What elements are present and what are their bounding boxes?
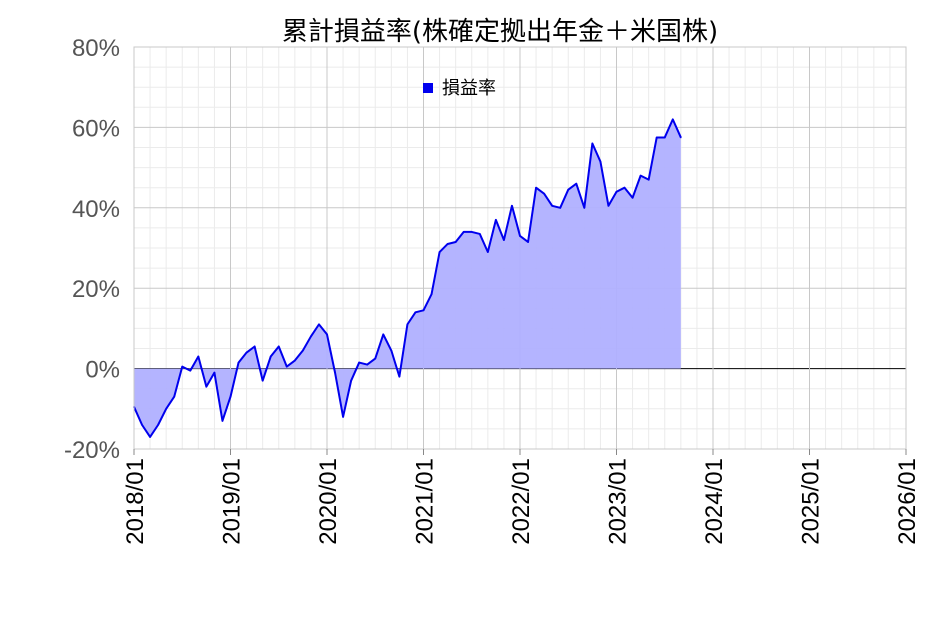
data-point bbox=[181, 365, 184, 368]
data-point bbox=[454, 241, 457, 243]
data-point bbox=[294, 359, 296, 362]
legend: 損益率 bbox=[423, 78, 496, 99]
legend-label: 損益率 bbox=[442, 78, 496, 99]
data-point bbox=[575, 182, 578, 185]
data-point bbox=[350, 379, 352, 382]
data-point bbox=[535, 186, 537, 189]
data-point bbox=[366, 363, 369, 366]
x-tick-label: 2026/01 bbox=[894, 458, 921, 545]
data-point bbox=[213, 371, 216, 374]
data-point bbox=[277, 345, 280, 348]
data-point bbox=[261, 379, 264, 382]
y-tick-label: 20% bbox=[72, 276, 120, 303]
data-point bbox=[422, 309, 425, 312]
y-tick-label: 0% bbox=[85, 357, 120, 384]
data-point bbox=[680, 136, 682, 139]
data-point bbox=[446, 243, 449, 245]
y-tick-label: 80% bbox=[72, 35, 120, 62]
data-point bbox=[639, 174, 642, 177]
data-point bbox=[149, 436, 151, 438]
data-point bbox=[358, 361, 360, 364]
x-tick-label: 2021/01 bbox=[412, 458, 439, 545]
data-point bbox=[511, 204, 513, 207]
data-point bbox=[559, 207, 562, 209]
data-point bbox=[141, 424, 143, 426]
data-point bbox=[615, 190, 618, 193]
data-point bbox=[253, 345, 256, 348]
data-point bbox=[583, 207, 586, 209]
data-point bbox=[663, 136, 666, 139]
data-point bbox=[438, 251, 441, 253]
data-point bbox=[334, 371, 336, 374]
chart-title: 累計損益率(株確定拠出年金＋米国株) bbox=[282, 17, 718, 47]
x-tick-label: 2024/01 bbox=[701, 458, 728, 545]
data-point bbox=[414, 311, 417, 314]
data-point bbox=[671, 118, 674, 121]
data-point bbox=[269, 355, 272, 358]
x-tick-label: 2020/01 bbox=[315, 458, 342, 545]
x-tick-label: 2025/01 bbox=[798, 458, 825, 545]
data-point bbox=[229, 395, 232, 398]
data-point bbox=[245, 351, 248, 354]
data-point bbox=[302, 349, 304, 352]
data-point bbox=[655, 136, 658, 139]
data-point bbox=[462, 231, 465, 233]
data-point bbox=[527, 241, 529, 243]
data-point bbox=[487, 251, 489, 253]
data-point bbox=[310, 335, 312, 338]
data-point bbox=[470, 231, 473, 233]
data-point bbox=[157, 424, 159, 426]
data-point bbox=[647, 178, 650, 181]
data-point bbox=[543, 192, 545, 195]
data-point bbox=[551, 204, 553, 207]
data-point bbox=[374, 357, 377, 360]
y-tick-label: 40% bbox=[72, 196, 120, 223]
data-point bbox=[197, 355, 200, 358]
data-point bbox=[221, 420, 224, 422]
data-point bbox=[326, 333, 328, 336]
data-point bbox=[503, 239, 505, 241]
data-point bbox=[398, 375, 401, 378]
data-point bbox=[342, 416, 344, 418]
x-tick-label: 2019/01 bbox=[219, 458, 246, 545]
legend-marker bbox=[423, 83, 433, 93]
data-point bbox=[165, 408, 167, 410]
data-point bbox=[173, 395, 176, 398]
data-point bbox=[406, 323, 409, 326]
x-axis-ticks: 2018/01 2019/01 2020/01 2021/01 2022/01 2023/… bbox=[122, 449, 921, 545]
x-tick-label: 2023/01 bbox=[605, 458, 632, 545]
y-tick-label: 60% bbox=[72, 115, 120, 142]
data-point bbox=[285, 365, 288, 368]
data-point bbox=[591, 142, 594, 145]
data-point bbox=[599, 160, 602, 163]
data-point bbox=[237, 361, 240, 364]
data-point bbox=[205, 385, 208, 388]
data-point bbox=[519, 235, 521, 237]
data-point bbox=[607, 204, 610, 207]
data-point bbox=[189, 369, 192, 372]
data-point bbox=[382, 333, 385, 336]
data-point bbox=[390, 349, 393, 352]
data-point bbox=[623, 186, 626, 189]
data-point bbox=[430, 293, 433, 296]
data-point bbox=[567, 188, 570, 191]
data-point bbox=[318, 323, 320, 326]
y-axis-ticks: -20% 0% 20% 40% 60% 80% bbox=[64, 35, 120, 464]
plot-series bbox=[133, 118, 682, 438]
x-tick-label: 2022/01 bbox=[508, 458, 535, 545]
data-point bbox=[631, 196, 634, 199]
data-point bbox=[478, 233, 481, 235]
x-tick-label: 2018/01 bbox=[122, 458, 149, 545]
y-tick-label: -20% bbox=[64, 437, 120, 464]
data-point bbox=[495, 219, 497, 221]
